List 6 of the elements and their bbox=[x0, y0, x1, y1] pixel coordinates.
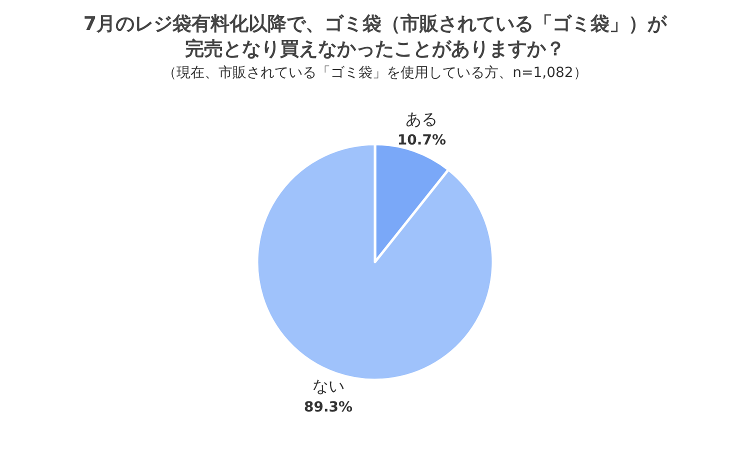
slice-label: ない bbox=[312, 376, 344, 396]
data-label: 89.3% bbox=[304, 400, 353, 416]
slice-label: ある bbox=[406, 109, 438, 128]
chart-subtitle: （現在、市販されている「ゴミ袋」を使用している方、n=1,082） bbox=[162, 64, 588, 82]
chart-title: 7月のレジ袋有料化以降で、ゴミ袋（市販されている「ゴミ袋」）が完売となり買えなかったことがありますか？ bbox=[82, 12, 668, 62]
data-label: 10.7% bbox=[397, 132, 446, 148]
